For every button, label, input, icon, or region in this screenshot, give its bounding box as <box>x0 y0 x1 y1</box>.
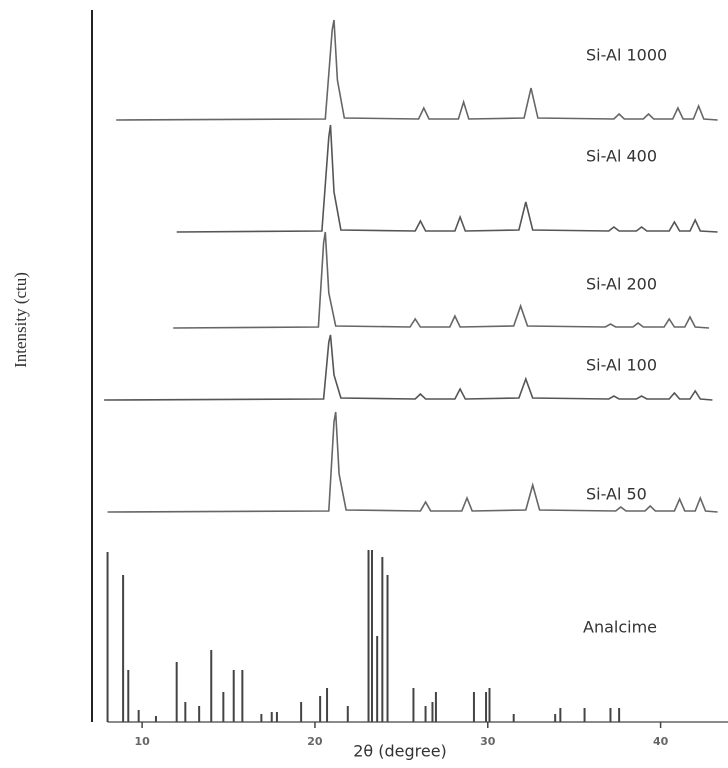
x-tick-label: 20 <box>307 735 323 748</box>
series-label: Analcime <box>583 618 657 637</box>
x-tick-label: 40 <box>653 735 669 748</box>
chart: Intensity (ctu) 2θ (degree) 10 20 30 40 Si-A… <box>0 0 728 764</box>
series-label: Si-Al 1000 <box>586 46 667 65</box>
series-label: Si-Al 400 <box>586 147 657 166</box>
series-label: Si-Al 50 <box>586 485 647 504</box>
series-label: Si-Al 100 <box>586 356 657 375</box>
x-tick-label: 30 <box>480 735 496 748</box>
pattern-line <box>116 20 717 120</box>
series-label: Si-Al 200 <box>586 275 657 294</box>
pattern-line <box>177 125 718 232</box>
y-axis-label: Intensity (ctu) <box>11 272 30 368</box>
x-tick-label: 10 <box>134 735 150 748</box>
x-axis-label: 2θ (degree) <box>353 742 447 761</box>
